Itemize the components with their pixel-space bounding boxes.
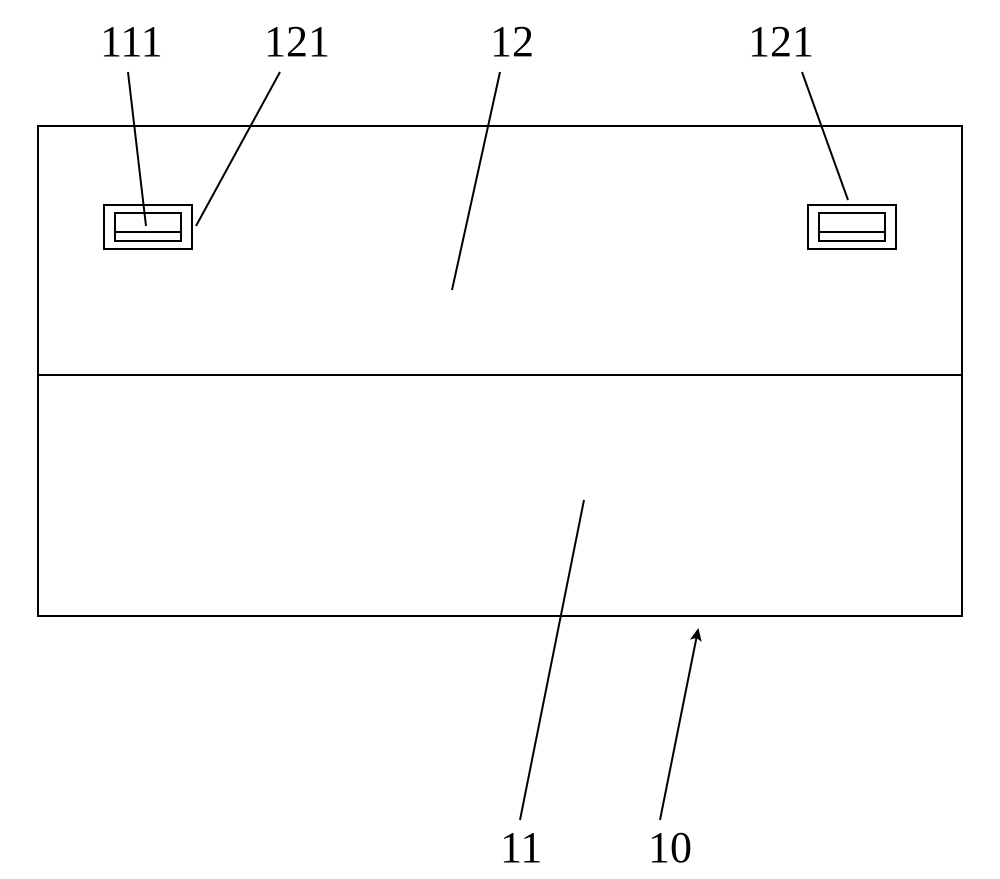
slot-left-outer xyxy=(104,205,192,249)
label-121a: 121 xyxy=(264,17,330,66)
leader-111 xyxy=(128,72,146,226)
label-111: 111 xyxy=(100,17,163,66)
leader-11 xyxy=(520,500,584,820)
outer-rect xyxy=(38,126,962,616)
leader-121a xyxy=(196,72,280,226)
diagram-canvas: 111 121 12 121 11 10 xyxy=(0,0,1000,879)
label-10: 10 xyxy=(648,823,692,872)
slot-right-inner xyxy=(819,213,885,241)
label-12: 12 xyxy=(490,17,534,66)
leader-12 xyxy=(452,72,500,290)
slot-left-inner xyxy=(115,213,181,241)
leader-121b xyxy=(802,72,848,200)
label-121b: 121 xyxy=(748,17,814,66)
leader-10 xyxy=(660,630,698,820)
label-11: 11 xyxy=(500,823,542,872)
slot-right-outer xyxy=(808,205,896,249)
